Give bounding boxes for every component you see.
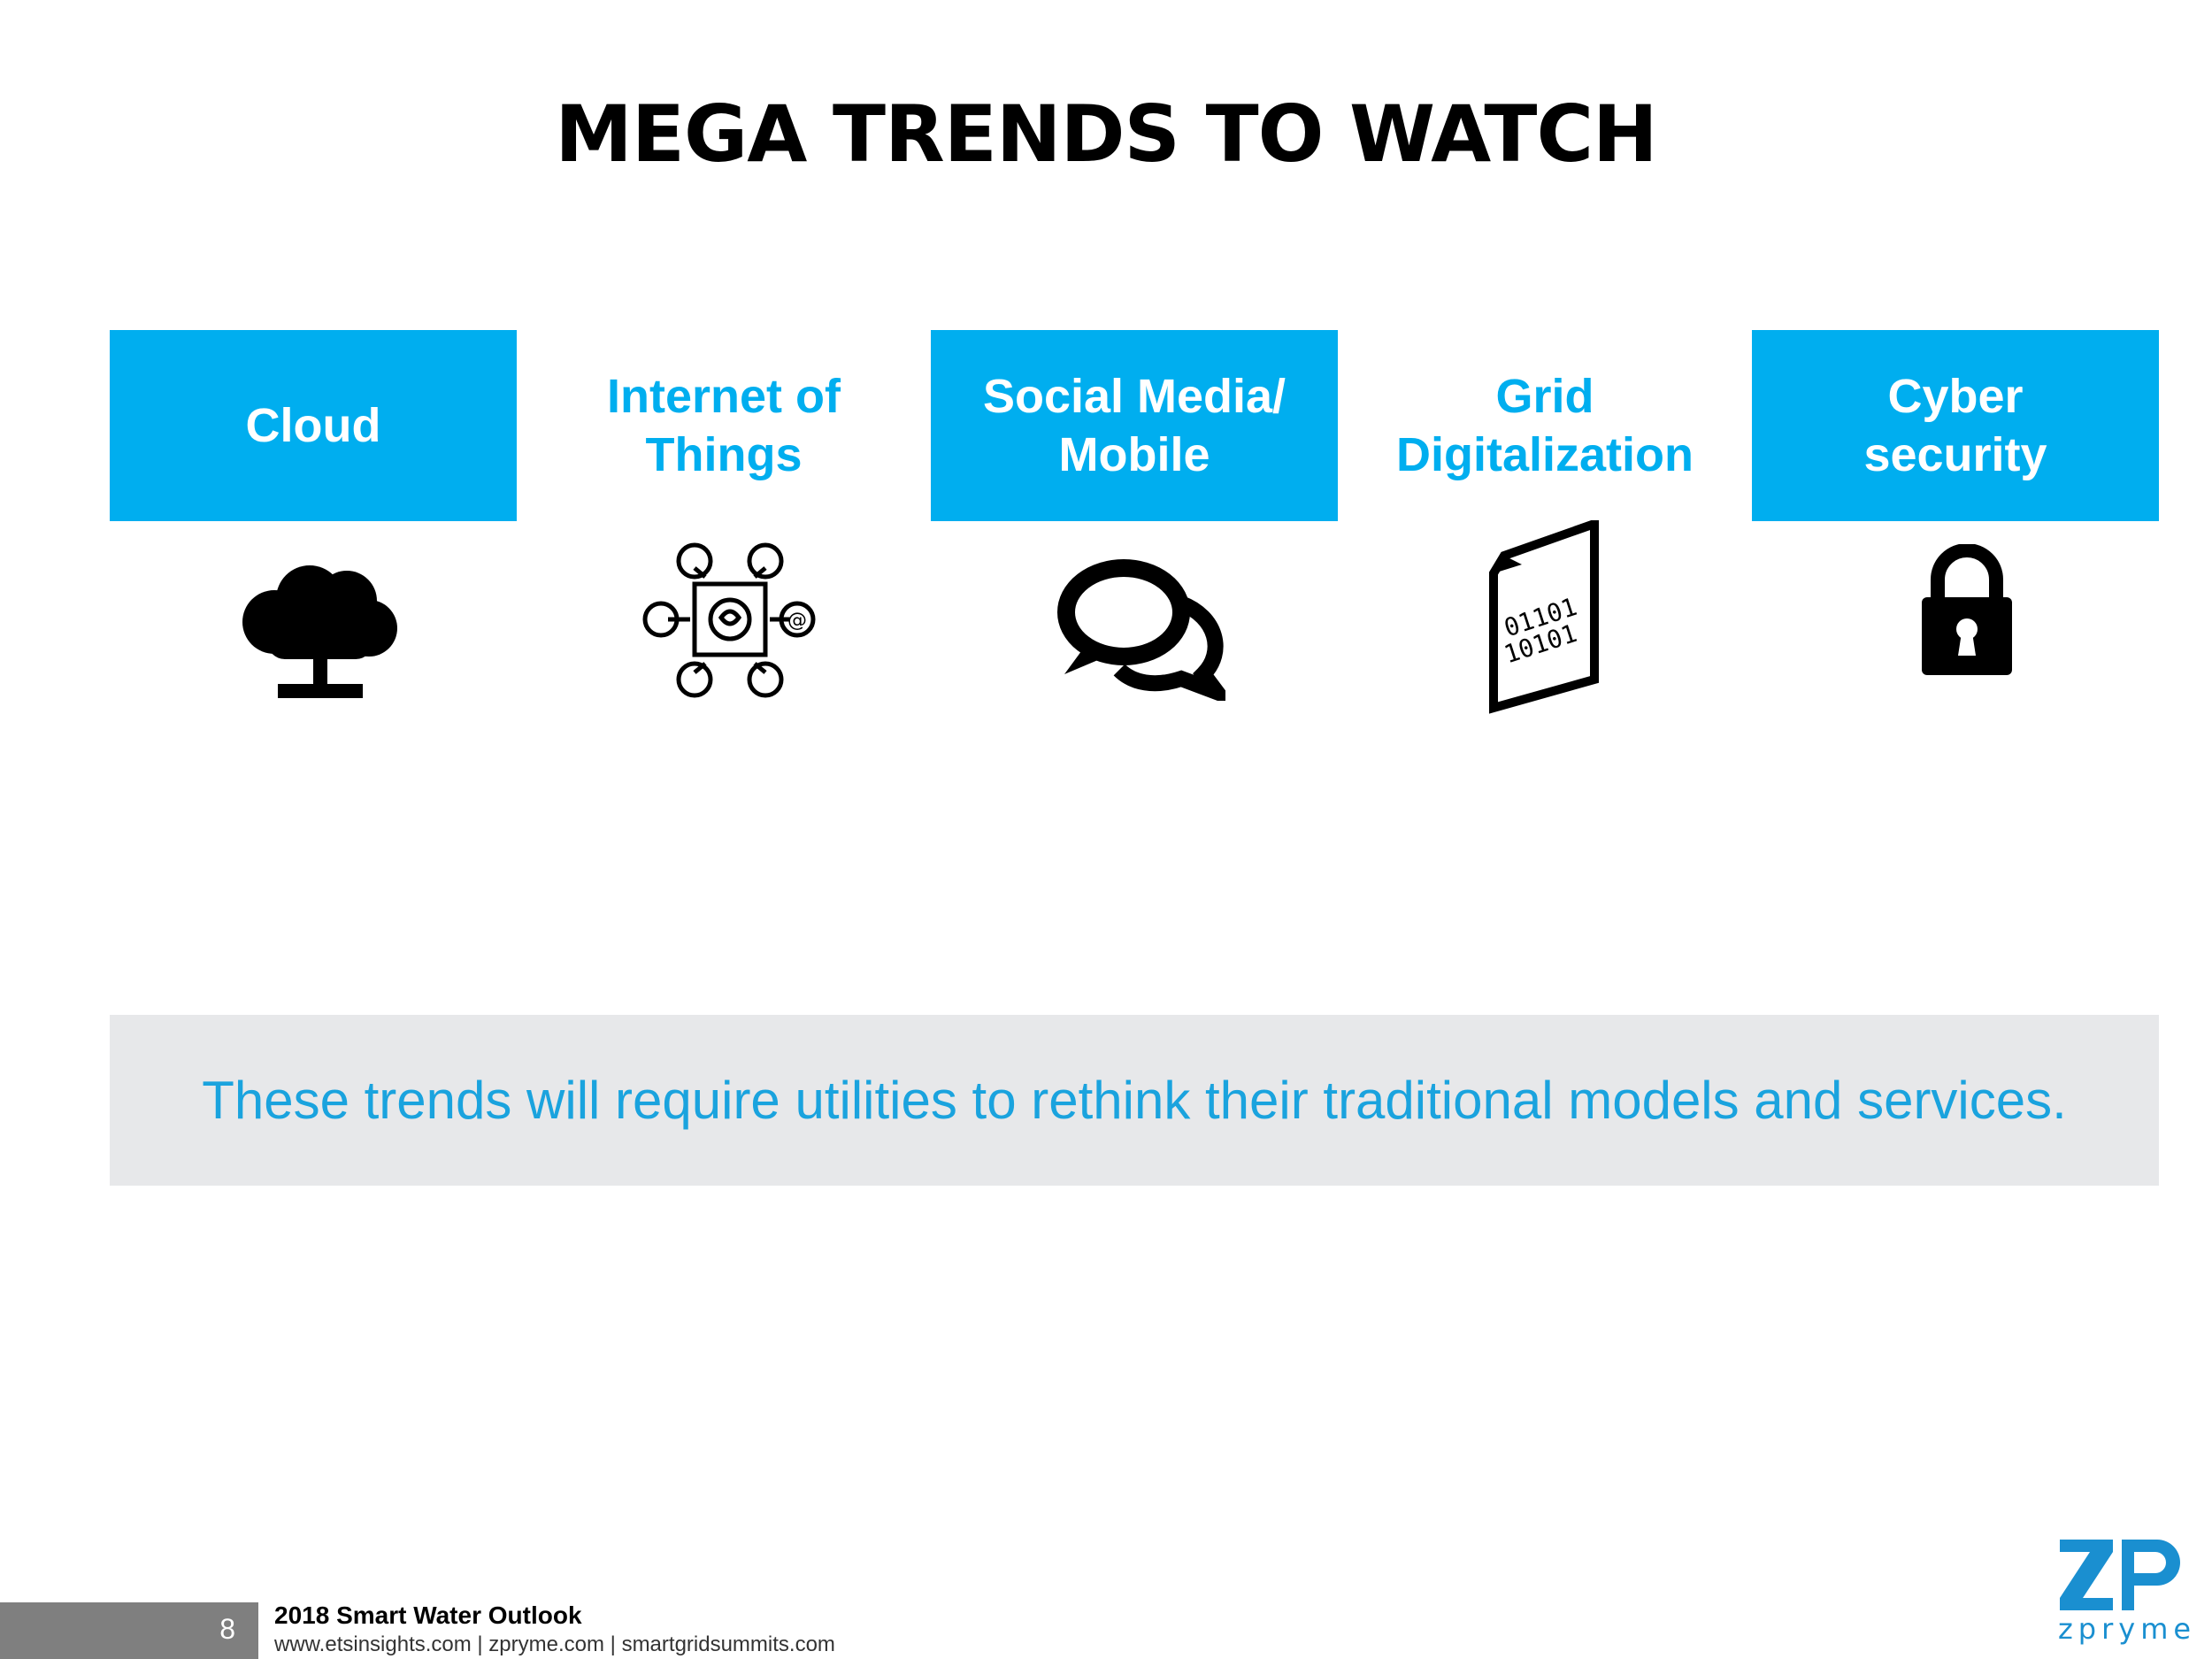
speech-bubbles-icon: [1048, 550, 1225, 701]
zp-logo-mark-icon: [2060, 1540, 2180, 1610]
logo-text: zpryme: [2058, 1612, 2197, 1646]
conclusion-banner: These trends will require utilities to r…: [110, 1015, 2159, 1186]
svg-text:@: @: [787, 610, 807, 632]
trend-label: Cyber security: [1863, 370, 2047, 481]
iot-network-icon: @: [641, 541, 818, 701]
binary-document-icon: 01101 10101: [1486, 520, 1601, 715]
padlock-icon: [1918, 544, 2016, 677]
footer-links: www.etsinsights.com | zpryme.com | smart…: [274, 1632, 835, 1656]
footer-report-title: 2018 Smart Water Outlook: [274, 1601, 582, 1629]
trend-label: Social Media/ Mobile: [982, 370, 1286, 481]
banner-text: These trends will require utilities to r…: [202, 1071, 2067, 1130]
page-title: MEGA TRENDS TO WATCH: [555, 88, 1657, 180]
trend-social-media-mobile: Social Media/ Mobile: [931, 330, 1338, 521]
trend-label: Cloud: [245, 399, 381, 452]
trend-label: Grid Digitalization: [1396, 370, 1694, 481]
trend-grid-digitalization: Grid Digitalization: [1341, 330, 1748, 521]
cloud-tree-icon: [232, 562, 409, 703]
trend-cyber-security: Cyber security: [1752, 330, 2159, 521]
page-number: 8: [219, 1613, 235, 1645]
trend-cloud: Cloud: [110, 330, 517, 521]
page-number-bar: 8: [0, 1602, 258, 1659]
zpryme-logo: zpryme: [2051, 1540, 2193, 1646]
trend-internet-of-things: Internet of Things: [520, 330, 927, 521]
trend-label: Internet of Things: [607, 370, 841, 481]
